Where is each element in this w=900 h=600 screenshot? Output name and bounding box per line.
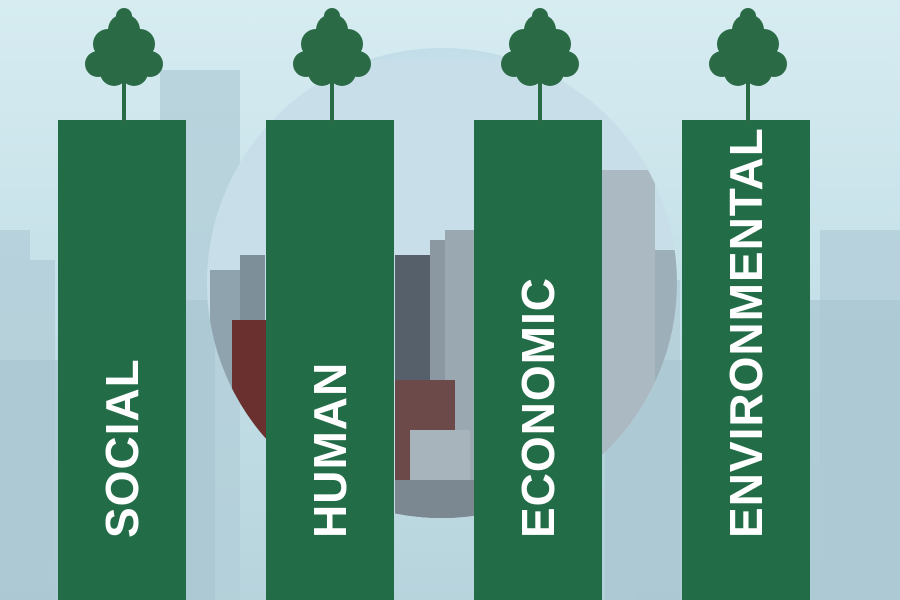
tree-icon bbox=[293, 8, 371, 124]
tree-icon bbox=[85, 8, 163, 124]
tree-icon bbox=[709, 8, 787, 124]
pillar-economic: ECONOMIC bbox=[474, 120, 602, 600]
pillar-label: HUMAN bbox=[304, 361, 356, 538]
tree-icon bbox=[501, 8, 579, 124]
pillar-label: ENVIRONMENTAL bbox=[720, 127, 772, 538]
pillar-human: HUMAN bbox=[266, 120, 394, 600]
pillar-label: ECONOMIC bbox=[512, 277, 564, 538]
pillar-label: SOCIAL bbox=[96, 358, 148, 538]
pillar-social: SOCIAL bbox=[58, 120, 186, 600]
pillar-environmental: ENVIRONMENTAL bbox=[682, 120, 810, 600]
